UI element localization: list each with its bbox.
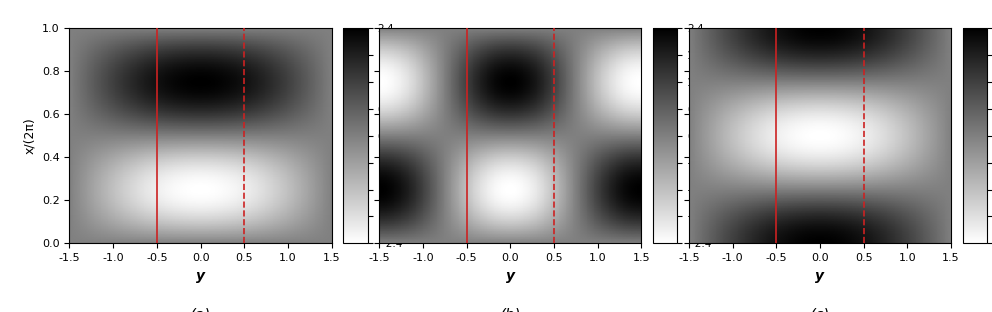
Text: (a): (a)	[189, 308, 211, 312]
Text: (c): (c)	[809, 308, 830, 312]
X-axis label: y: y	[196, 269, 205, 283]
X-axis label: y: y	[815, 269, 824, 283]
Y-axis label: x/(2π): x/(2π)	[24, 117, 37, 154]
Text: (b): (b)	[499, 308, 521, 312]
X-axis label: y: y	[506, 269, 515, 283]
